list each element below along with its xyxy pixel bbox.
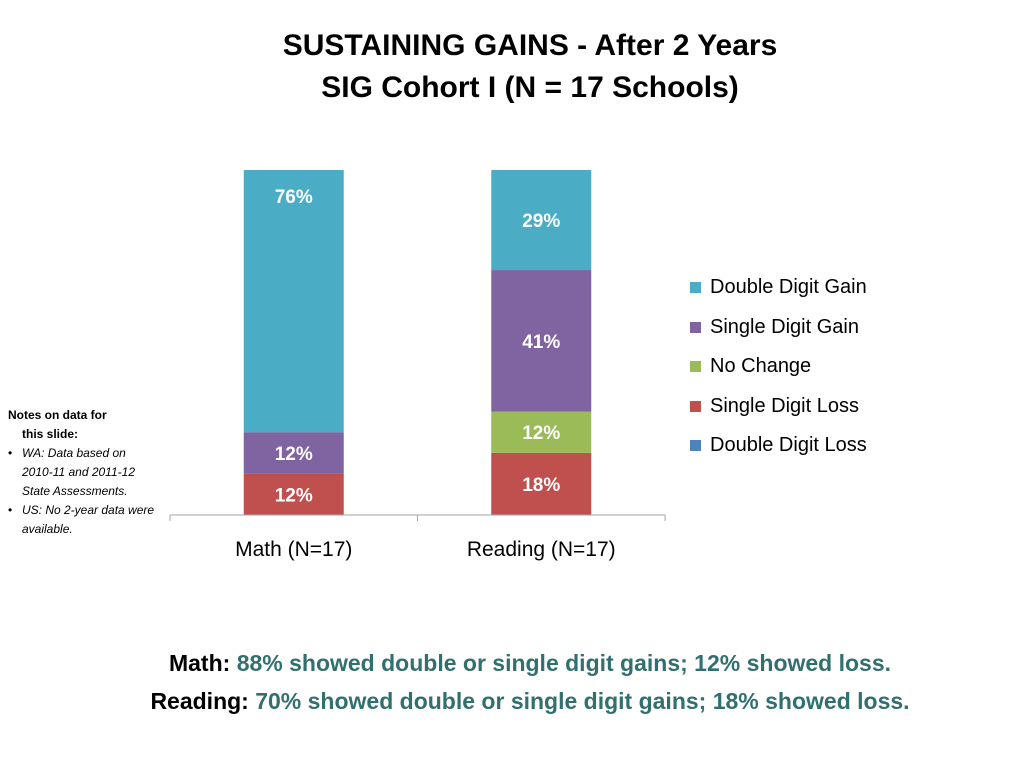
reading-summary: Reading: 70% showed double or single dig…: [40, 688, 1020, 715]
x-tick-label-0: Math (N=17): [235, 538, 352, 561]
data-label-no-change-1: 12%: [522, 423, 560, 444]
legend-swatch-double-digit-gain: [690, 282, 701, 294]
reading-summary-text: 70% showed double or single digit gains;…: [255, 688, 910, 714]
legend-label-double-digit-gain: Double Digit Gain: [710, 276, 867, 299]
stacked-bar-chart: 12% 12% 76% Math (N=17) 18% 12% 41% 29% Reading …: [169, 170, 666, 561]
data-label-single-digit-loss-0: 12%: [275, 485, 313, 506]
math-summary-label: Math:: [168, 650, 231, 676]
legend-label-double-digit-loss: Double Digit Loss: [710, 434, 867, 457]
math-summary: Math: 88% showed double or single digit …: [40, 650, 1020, 677]
data-label-single-digit-gain-0: 12%: [275, 444, 313, 465]
legend-item-no-change: No Change: [690, 347, 867, 387]
data-label-double-digit-gain-1: 29%: [522, 211, 560, 232]
legend-swatch-no-change: [690, 361, 701, 373]
notes-header: Notes on data for: [8, 408, 107, 422]
legend-item-double-digit-gain: Double Digit Gain: [690, 268, 867, 308]
math-summary-text: 88% showed double or single digit gains;…: [236, 650, 892, 676]
note-item-wa: WA: Data based on 2010-11 and 2011-12 St…: [8, 444, 158, 501]
data-label-single-digit-loss-1: 18%: [522, 475, 560, 496]
bar-no-change-1: [491, 411, 592, 453]
chart-title: SUSTAINING GAINS - After 2 Years: [282, 29, 778, 62]
bar-double-digit-gain-1: [491, 170, 592, 271]
note-item-us: US: No 2-year data were available.: [8, 501, 158, 539]
bar-single-digit-loss-0: [243, 473, 344, 515]
legend-label-single-digit-gain: Single Digit Gain: [710, 315, 859, 338]
legend-item-single-digit-gain: Single Digit Gain: [690, 308, 867, 348]
data-notes: Notes on data for this slide: WA: Data b…: [8, 406, 158, 539]
legend-swatch-single-digit-gain: [690, 321, 701, 333]
bar-single-digit-loss-1: [491, 452, 592, 515]
notes-list: WA: Data based on 2010-11 and 2011-12 St…: [8, 444, 158, 539]
x-tick-label-1: Reading (N=17): [467, 538, 616, 561]
legend-label-no-change: No Change: [710, 355, 812, 378]
legend-label-single-digit-loss: Single Digit Loss: [710, 394, 859, 417]
legend-swatch-double-digit-loss: [690, 440, 701, 452]
legend-item-double-digit-loss: Double Digit Loss: [690, 426, 867, 466]
reading-summary-label: Reading:: [150, 688, 249, 714]
notes-header-continued: this slide:: [22, 427, 79, 441]
bar-single-digit-gain-1: [491, 270, 592, 412]
bar-single-digit-gain-0: [243, 432, 344, 474]
chart-legend: Double Digit Gain Single Digit Gain No Cha…: [690, 268, 867, 466]
bar-double-digit-gain-0: [243, 170, 344, 433]
data-label-double-digit-gain-0: 76%: [275, 187, 313, 208]
chart-subtitle: SIG Cohort I (N = 17 Schools): [321, 71, 739, 104]
legend-item-single-digit-loss: Single Digit Loss: [690, 387, 867, 427]
legend-swatch-single-digit-loss: [690, 400, 701, 412]
data-label-single-digit-gain-1: 41%: [522, 332, 560, 353]
